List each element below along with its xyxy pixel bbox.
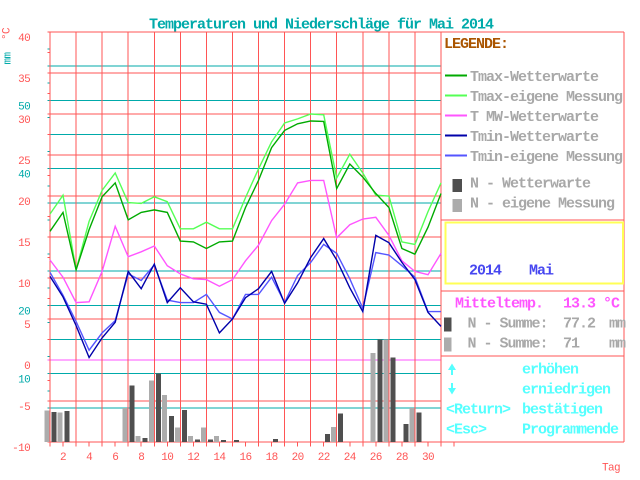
svg-text:N - Summe:: N - Summe: bbox=[468, 336, 548, 353]
svg-text:30: 30 bbox=[18, 115, 30, 127]
svg-text:N - Wetterwarte: N - Wetterwarte bbox=[470, 176, 591, 193]
svg-text:40: 40 bbox=[18, 33, 30, 45]
svg-text:Tag: Tag bbox=[602, 463, 620, 475]
svg-text:15: 15 bbox=[18, 238, 30, 250]
svg-text:mm: mm bbox=[609, 316, 626, 333]
svg-text:<Esc>: <Esc> bbox=[446, 422, 487, 439]
svg-text:71: 71 bbox=[563, 336, 580, 353]
svg-text:26: 26 bbox=[370, 452, 382, 464]
svg-text:LEGENDE:: LEGENDE: bbox=[444, 36, 508, 53]
svg-text:2: 2 bbox=[60, 452, 66, 464]
svg-text:12: 12 bbox=[187, 452, 199, 464]
svg-text:18: 18 bbox=[266, 452, 278, 464]
svg-text:6: 6 bbox=[112, 452, 118, 464]
svg-text:40: 40 bbox=[18, 170, 30, 182]
svg-text:30: 30 bbox=[422, 452, 434, 464]
svg-text:10: 10 bbox=[161, 452, 173, 464]
svg-text:4: 4 bbox=[86, 452, 93, 464]
svg-text:20: 20 bbox=[18, 197, 30, 209]
svg-text:bestätigen: bestätigen bbox=[522, 402, 603, 419]
svg-text:-5: -5 bbox=[18, 402, 30, 414]
svg-text:erhöhen: erhöhen bbox=[522, 362, 579, 379]
svg-text:5: 5 bbox=[24, 320, 30, 332]
svg-text:10: 10 bbox=[18, 279, 30, 291]
svg-text:Mitteltemp.: Mitteltemp. bbox=[455, 296, 543, 313]
svg-text:0: 0 bbox=[24, 361, 30, 373]
svg-text:Temperaturen und Niederschläge: Temperaturen und Niederschläge für Mai 2… bbox=[149, 17, 494, 34]
svg-text:erniedrigen: erniedrigen bbox=[522, 382, 611, 399]
svg-text:-10: -10 bbox=[12, 443, 30, 455]
svg-text:N - Summe:: N - Summe: bbox=[468, 316, 548, 333]
svg-text:mm: mm bbox=[3, 51, 15, 64]
svg-text:2014: 2014 bbox=[469, 263, 502, 280]
svg-text:mm: mm bbox=[609, 336, 626, 353]
svg-text:<Return>: <Return> bbox=[446, 402, 511, 419]
svg-text:Programmende: Programmende bbox=[522, 422, 619, 439]
svg-text:N - eigene Messung: N - eigene Messung bbox=[470, 196, 615, 213]
svg-text:50: 50 bbox=[18, 101, 30, 113]
svg-text:Tmax-Wetterwarte: Tmax-Wetterwarte bbox=[470, 69, 599, 86]
svg-text:Mai: Mai bbox=[529, 263, 554, 280]
svg-text:°C: °C bbox=[2, 27, 14, 40]
svg-text:25: 25 bbox=[18, 156, 30, 168]
svg-text:T MW-Wetterwarte: T MW-Wetterwarte bbox=[470, 109, 599, 126]
svg-text:13.3 °C: 13.3 °C bbox=[563, 296, 620, 313]
svg-text:20: 20 bbox=[292, 452, 304, 464]
svg-text:Tmin-eigene Messung: Tmin-eigene Messung bbox=[470, 149, 623, 166]
svg-text:14: 14 bbox=[213, 452, 226, 464]
svg-text:28: 28 bbox=[396, 452, 408, 464]
svg-text:Tmax-eigene Messung: Tmax-eigene Messung bbox=[470, 89, 623, 106]
svg-text:Tmin-Wetterwarte: Tmin-Wetterwarte bbox=[470, 129, 599, 146]
svg-text:24: 24 bbox=[344, 452, 357, 464]
svg-text:20: 20 bbox=[18, 306, 30, 318]
svg-text:10: 10 bbox=[18, 375, 30, 387]
svg-text:16: 16 bbox=[239, 452, 251, 464]
svg-text:35: 35 bbox=[18, 74, 30, 86]
svg-text:8: 8 bbox=[138, 452, 144, 464]
svg-text:22: 22 bbox=[318, 452, 330, 464]
svg-text:77.2: 77.2 bbox=[563, 316, 596, 333]
